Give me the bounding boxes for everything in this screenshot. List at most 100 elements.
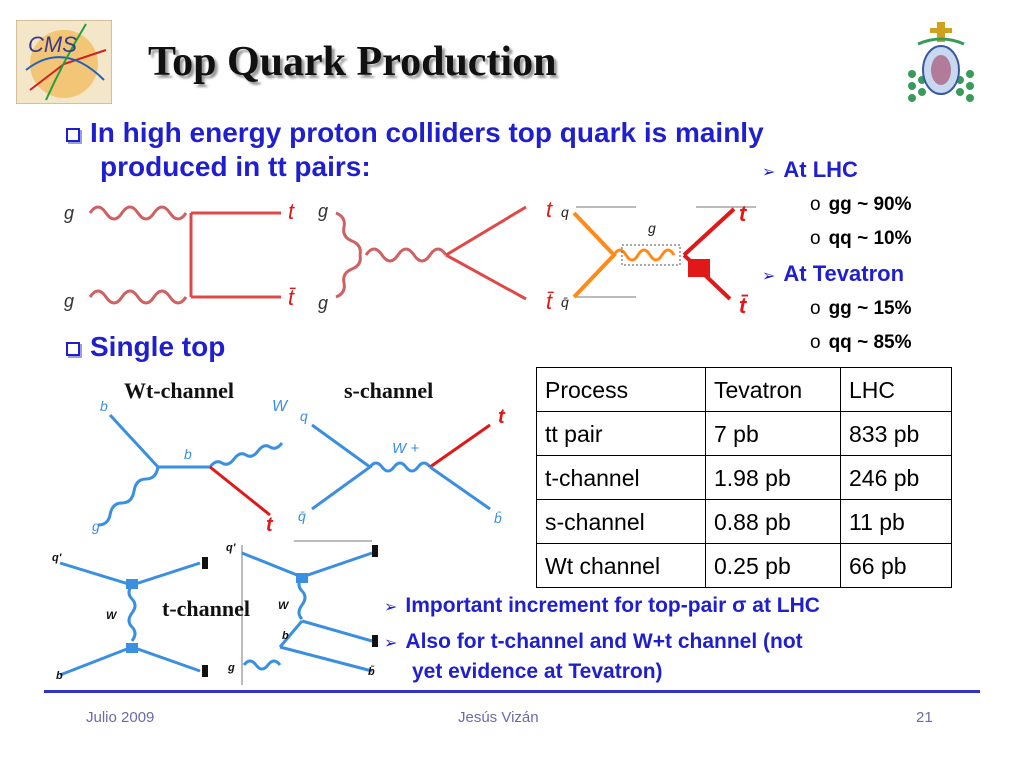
- table-cell: t-channel: [536, 455, 706, 500]
- lhc-item-qq: o qq ~ 10%: [762, 222, 1012, 256]
- label-W: W: [106, 610, 118, 622]
- lhc-qq-text: qq ~ 10%: [828, 228, 912, 249]
- label-antiquark: q̄: [561, 294, 569, 310]
- table-cell: 246 pb: [840, 455, 952, 500]
- tevatron-label: At Tevatron: [783, 261, 905, 286]
- table-cell: Wt channel: [536, 543, 706, 588]
- label-q-prime: q': [226, 542, 236, 554]
- footer-page-number: 21: [916, 709, 933, 726]
- label-W: W: [278, 600, 290, 612]
- table-header-row: Process Tevatron LHC: [536, 367, 952, 412]
- table-row: tt pair 7 pb 833 pb: [536, 411, 952, 456]
- label-gluon: g: [318, 293, 328, 313]
- slide-title: Top Quark Production: [148, 39, 557, 85]
- label-antibottom: b̄: [494, 510, 502, 526]
- arrow-bullet-icon: ➢: [384, 599, 398, 616]
- circle-bullet: o: [810, 332, 821, 353]
- label-W: W: [272, 398, 289, 415]
- lhc-item-gg: o gg ~ 90%: [762, 188, 1012, 222]
- single-top-label: Single top: [90, 331, 226, 362]
- cross-section-table: Process Tevatron LHC tt pair 7 pb 833 pb…: [536, 367, 952, 588]
- tevatron-heading: ➢ At Tevatron: [762, 256, 1012, 292]
- label-gluon: g: [648, 220, 656, 236]
- label-top: t: [498, 406, 506, 428]
- note-single-top-cont: yet evidence at Tevatron): [384, 658, 1014, 686]
- table-header-cell: Tevatron: [705, 367, 841, 412]
- table-cell: 1.98 pb: [705, 455, 841, 500]
- collider-fractions: ➢ At LHC o gg ~ 90% o qq ~ 10% ➢ At Tevatron…: [762, 152, 1012, 360]
- lhc-label: At LHC: [783, 157, 858, 182]
- university-seal-logo: [900, 14, 982, 106]
- label-gluon: g: [92, 518, 100, 534]
- label-top: t: [288, 199, 295, 224]
- table-cell: tt pair: [536, 411, 706, 456]
- bullet-ttbar-line1: In high energy proton colliders top quar…: [90, 117, 764, 148]
- table-cell: 7 pb: [705, 411, 841, 456]
- square-bullet-icon: [66, 341, 80, 356]
- table-cell: 0.88 pb: [705, 499, 841, 544]
- label-gluon: g: [227, 662, 235, 674]
- note-top-pair-text: Important increment for top-pair σ at LH…: [405, 594, 820, 617]
- arrow-bullet-icon: ➢: [384, 635, 398, 652]
- bullet-single-top: Single top: [66, 330, 225, 364]
- label-top: t: [546, 197, 553, 222]
- table-cell: 0.25 pb: [705, 543, 841, 588]
- table-row: Wt channel 0.25 pb 66 pb: [536, 543, 952, 588]
- table-row: s-channel 0.88 pb 11 pb: [536, 499, 952, 544]
- label-b: b: [282, 630, 289, 642]
- table-cell: 833 pb: [840, 411, 952, 456]
- label-antitop: t̄: [739, 293, 749, 318]
- label-quark: q: [561, 204, 569, 220]
- footer-divider: [44, 690, 980, 693]
- label-q-prime: q': [52, 552, 62, 564]
- label-b: b: [100, 398, 108, 414]
- label-gluon: g: [64, 291, 74, 311]
- footer-author: Jesús Vizán: [458, 709, 539, 726]
- s-channel-diagram: q q̄ W + t b̄: [298, 406, 506, 526]
- label-antiquark: q̄: [298, 508, 306, 524]
- cms-logo: CMS: [15, 19, 113, 105]
- table-cell: 66 pb: [840, 543, 952, 588]
- notes: ➢ Important increment for top-pair σ at L…: [384, 592, 1014, 686]
- note-single-top-line1: Also for t-channel and W+t channel (not: [405, 630, 803, 653]
- tevatron-item-gg: o gg ~ 15%: [762, 292, 1012, 326]
- bullet-ttbar-line2: produced in tt pairs:: [100, 151, 371, 182]
- label-W-plus: W +: [392, 440, 419, 457]
- tevatron-qq-text: qq ~ 85%: [828, 332, 912, 353]
- bullet-ttbar-production: In high energy proton colliders top quar…: [66, 116, 946, 184]
- t-channel-diagram-2: q' W b g b̄: [226, 540, 378, 685]
- label-antibottom: b̄: [368, 666, 375, 678]
- label-top: t: [739, 201, 748, 226]
- circle-bullet: o: [810, 194, 821, 215]
- arrow-bullet-icon: ➢: [762, 164, 776, 181]
- cms-logo-text: CMS: [28, 32, 77, 57]
- table-row: t-channel 1.98 pb 246 pb: [536, 455, 952, 500]
- ttbar-feynman-diagrams: g g t t̄ g g t t̄ q q̄ g: [56, 195, 756, 325]
- wt-channel-label: Wt-channel: [124, 378, 234, 403]
- circle-bullet: o: [810, 228, 821, 249]
- label-b: b: [56, 670, 63, 682]
- table-header-cell: LHC: [840, 367, 952, 412]
- gg-schannel-diagram: g g t t̄: [318, 197, 555, 314]
- s-channel-label: s-channel: [344, 378, 434, 403]
- lhc-heading: ➢ At LHC: [762, 152, 1012, 188]
- label-top: t: [266, 514, 274, 536]
- square-bullet-icon: [66, 127, 80, 142]
- table-cell: 11 pb: [840, 499, 952, 544]
- single-top-diagrams: b b W t g q q̄ W + t b̄ q': [50, 395, 520, 685]
- label-antitop: t̄: [546, 289, 555, 314]
- wt-channel-diagram: b b W t g: [92, 398, 289, 536]
- gg-tchannel-diagram: g g t t̄: [64, 199, 297, 311]
- tevatron-item-qq: o qq ~ 85%: [762, 326, 1012, 360]
- note-single-top: ➢ Also for t-channel and W+t channel (not: [384, 628, 1014, 658]
- lhc-gg-text: gg ~ 90%: [828, 194, 912, 215]
- note-single-top-line2: yet evidence at Tevatron): [412, 660, 663, 683]
- t-channel-label: t-channel: [162, 596, 250, 621]
- table-cell: s-channel: [536, 499, 706, 544]
- label-antitop: t̄: [288, 285, 297, 310]
- label-quark: q: [300, 408, 308, 424]
- footer-date: Julio 2009: [86, 709, 155, 726]
- t-channel-diagram-1: q' W b: [52, 552, 208, 682]
- tevatron-gg-text: gg ~ 15%: [828, 298, 912, 319]
- table-header-cell: Process: [536, 367, 706, 412]
